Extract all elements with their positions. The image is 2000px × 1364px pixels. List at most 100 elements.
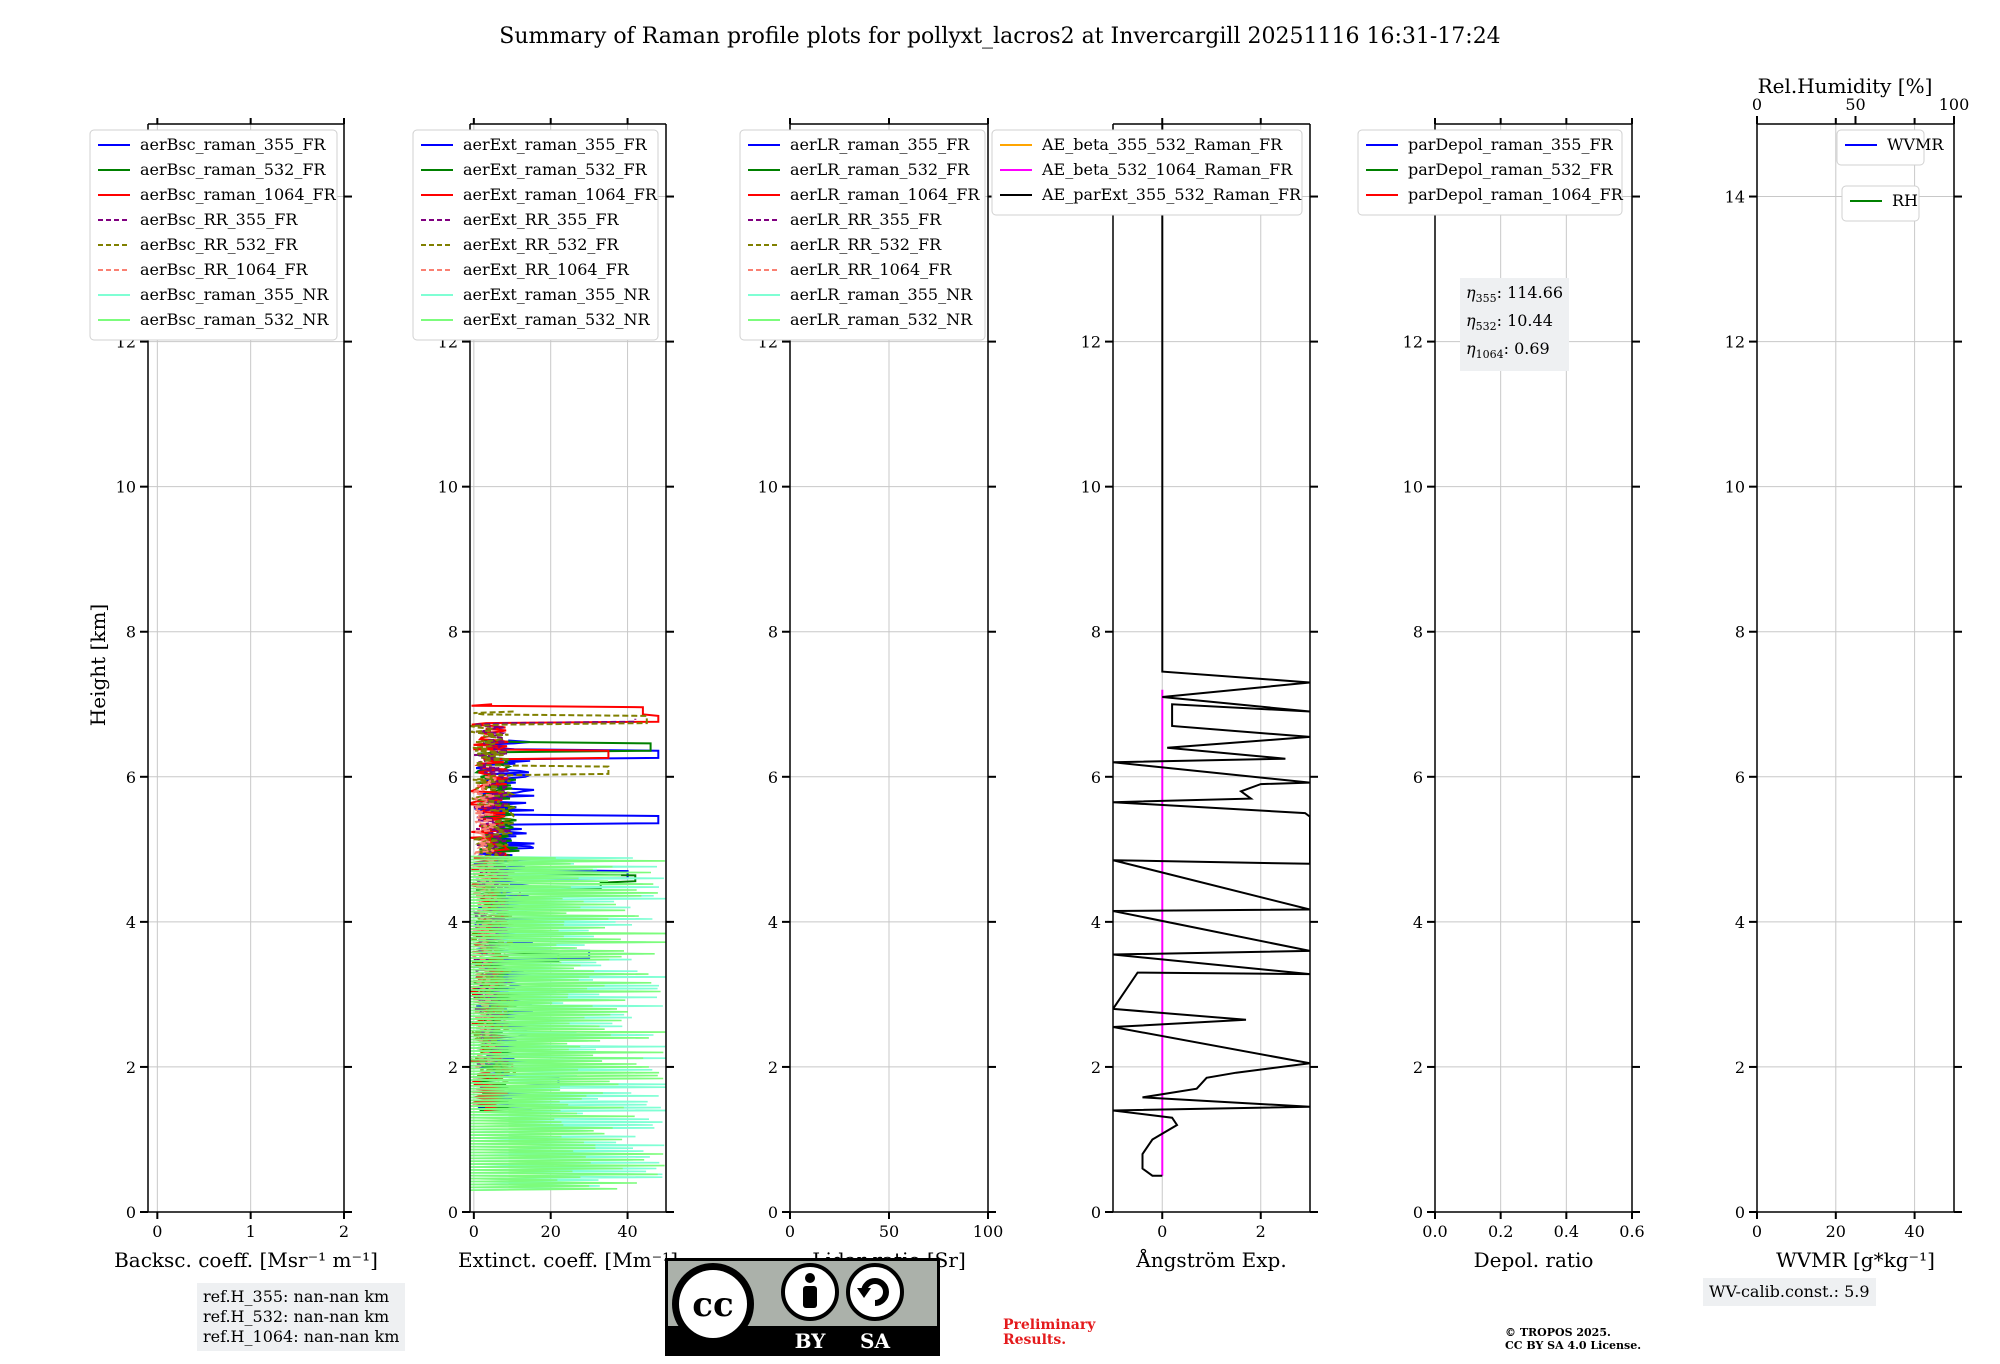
legend-label: aerLR_RR_532_FR (790, 235, 942, 254)
legend-label: aerExt_raman_355_NR (463, 285, 651, 304)
by-label: BY (795, 1329, 827, 1353)
legend-label: aerExt_RR_355_FR (463, 210, 620, 229)
y-tick-label: 10 (758, 478, 778, 497)
y-tick-label: 4 (768, 913, 778, 932)
copyright-note: © TROPOS 2025. CC BY SA 4.0 License. (1505, 1326, 1642, 1352)
legend-label: aerExt_raman_355_FR (463, 135, 648, 154)
data-layer (470, 703, 666, 1191)
x-tick-label: 40 (617, 1222, 637, 1241)
ref-height-532: ref.H_532: nan-nan km (203, 1307, 390, 1326)
legend-label: AE_parExt_355_532_Raman_FR (1041, 185, 1302, 204)
panels: 0 2 4 6 8 10 12 14 0 12 Backsc. coeff. [Msr⁻¹ m⁻¹]… (89, 95, 1970, 1272)
legend-label: aerBsc_RR_355_FR (140, 210, 298, 229)
legend-label: aerBsc_raman_1064_FR (140, 185, 337, 204)
y-tick-label: 12 (1403, 333, 1423, 352)
y-tick-label: 8 (1091, 623, 1101, 642)
panel-lidar_ratio: 02468101214050100Lidar ratio [Sr]aerLR_r… (739, 118, 1004, 1272)
y-tick-label: 10 (1403, 478, 1423, 497)
top-x-tick-label: 0 (1752, 95, 1762, 114)
y-tick-label: 4 (1735, 913, 1745, 932)
series-AE_parExt_355_532_Raman_FR (1113, 124, 1310, 1177)
legend-label: parDepol_raman_532_FR (1408, 160, 1614, 179)
legend-label: aerLR_raman_355_NR (790, 285, 973, 304)
legend-box (1841, 185, 1920, 222)
legend-label: aerExt_RR_1064_FR (463, 260, 630, 279)
x-tick-label: 0.6 (1619, 1222, 1644, 1241)
y-tick-label: 10 (1081, 478, 1101, 497)
wv-calibration-box: WV-calib.const.: 5.9 (1703, 1278, 1876, 1306)
y-tick-label: 0 (1091, 1203, 1101, 1222)
y-tick-label: 6 (768, 768, 778, 787)
legend-label: aerLR_raman_532_NR (790, 310, 973, 329)
legend: parDepol_raman_355_FR parDepol_raman_532_… (1357, 129, 1624, 216)
y-tick-label: 6 (448, 768, 458, 787)
sa-icon-arrow (861, 1278, 889, 1306)
legend-label: parDepol_raman_355_FR (1408, 135, 1614, 154)
cc-circle-inner (679, 1270, 747, 1338)
x-tick-label: 100 (973, 1222, 1004, 1241)
legend-box (89, 129, 338, 341)
reference-height-box: ref.H_355: nan-nan km ref.H_532: nan-nan… (197, 1283, 406, 1351)
y-tick-label: 10 (438, 478, 458, 497)
eta-box: η355: 114.66 η532: 10.44 η1064: 0.69 (1460, 278, 1570, 371)
legend-box (739, 129, 986, 341)
top-x-tick-label: 100 (1939, 95, 1970, 114)
legend-label: AE_beta_355_532_Raman_FR (1041, 135, 1283, 154)
y-tick-label: 2 (1413, 1058, 1423, 1077)
y-tick-label: 0 (126, 1203, 136, 1222)
x-axis-label: Backsc. coeff. [Msr⁻¹ m⁻¹] (114, 1248, 378, 1272)
y-tick-label: 8 (1735, 623, 1745, 642)
legend-label: aerLR_raman_355_FR (790, 135, 970, 154)
x-tick-label: 0.2 (1488, 1222, 1513, 1241)
y-tick-label: 6 (126, 768, 136, 787)
legend-label: aerBsc_raman_532_NR (140, 310, 329, 329)
y-tick-label: 6 (1413, 768, 1423, 787)
top-x-tick-label: 50 (1845, 95, 1865, 114)
y-tick-label: 8 (126, 623, 136, 642)
cc-logo-text: cc (692, 1285, 733, 1325)
panel-backscatter: 02468101214012Backsc. coeff. [Msr⁻¹ m⁻¹]… (89, 118, 378, 1272)
eta-355: η355: 114.66 (1466, 283, 1564, 306)
legend-label: aerLR_raman_1064_FR (790, 185, 980, 204)
x-axis-label: Extinct. coeff. [Mm⁻¹] (458, 1248, 678, 1272)
legend-label: aerExt_raman_532_NR (463, 310, 651, 329)
x-tick-label: 0 (469, 1222, 479, 1241)
y-tick-label: 8 (448, 623, 458, 642)
legend: aerBsc_raman_355_FR aerBsc_raman_532_FRae… (89, 129, 338, 341)
x-axis-label: Ångström Exp. (1135, 1247, 1286, 1272)
top-x-axis-label: Rel.Humidity [%] (1758, 74, 1933, 98)
legend-label: parDepol_raman_1064_FR (1408, 185, 1624, 204)
data-layer (1113, 124, 1310, 1177)
chart-title: Summary of Raman profile plots for polly… (499, 24, 1500, 49)
y-tick-label: 2 (1091, 1058, 1101, 1077)
legend-box (412, 129, 659, 341)
x-tick-label: 50 (879, 1222, 899, 1241)
y-tick-label: 14 (1725, 188, 1745, 207)
ref-height-355: ref.H_355: nan-nan km (203, 1287, 390, 1306)
legend: aerExt_raman_355_FR aerExt_raman_532_FRae… (412, 129, 659, 341)
sa-label: SA (860, 1329, 890, 1353)
x-tick-label: 0.0 (1422, 1222, 1447, 1241)
y-tick-label: 12 (1081, 333, 1101, 352)
legend-box (1357, 129, 1623, 216)
wv-calib-const: WV-calib.const.: 5.9 (1709, 1282, 1870, 1301)
legend-label: aerBsc_raman_532_FR (140, 160, 326, 179)
legend-label: aerLR_RR_1064_FR (790, 260, 952, 279)
sa-icon-arrowhead (857, 1288, 871, 1298)
legend: WVMR (1836, 129, 1944, 166)
sa-icon (846, 1263, 904, 1321)
legend-label: aerBsc_RR_1064_FR (140, 260, 309, 279)
y-tick-label: 4 (1091, 913, 1101, 932)
y-tick-label: 6 (1735, 768, 1745, 787)
y-tick-label: 2 (768, 1058, 778, 1077)
legend-label: aerLR_RR_355_FR (790, 210, 942, 229)
by-icon-head (805, 1273, 815, 1283)
x-tick-label: 2 (1256, 1222, 1266, 1241)
y-tick-label: 6 (1091, 768, 1101, 787)
legend: aerLR_raman_355_FR aerLR_raman_532_FR aerL… (739, 129, 986, 341)
eta-1064: η1064: 0.69 (1466, 339, 1550, 362)
y-tick-label: 12 (1725, 333, 1745, 352)
y-axis-label: Height [km] (86, 604, 110, 726)
legend-label: aerBsc_raman_355_FR (140, 135, 326, 154)
